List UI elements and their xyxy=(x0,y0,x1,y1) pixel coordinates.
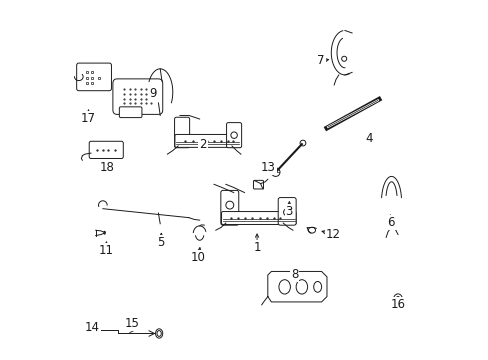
Ellipse shape xyxy=(313,282,321,292)
Circle shape xyxy=(271,168,280,176)
Circle shape xyxy=(225,201,233,209)
Text: 12: 12 xyxy=(325,228,340,241)
FancyBboxPatch shape xyxy=(221,190,238,225)
Text: 18: 18 xyxy=(100,161,115,174)
Text: 6: 6 xyxy=(386,216,394,229)
Text: 5: 5 xyxy=(157,236,164,249)
Text: 17: 17 xyxy=(81,112,96,125)
Ellipse shape xyxy=(278,280,290,294)
Text: 10: 10 xyxy=(191,251,205,264)
FancyBboxPatch shape xyxy=(119,107,142,118)
FancyBboxPatch shape xyxy=(77,63,111,91)
Text: 7: 7 xyxy=(317,54,325,67)
Text: 9: 9 xyxy=(149,87,157,100)
Text: 2: 2 xyxy=(199,138,206,150)
Circle shape xyxy=(341,56,346,61)
Ellipse shape xyxy=(296,280,307,294)
FancyBboxPatch shape xyxy=(253,180,263,189)
Circle shape xyxy=(300,140,305,146)
FancyBboxPatch shape xyxy=(89,141,123,158)
FancyBboxPatch shape xyxy=(175,134,240,147)
Text: 8: 8 xyxy=(290,268,298,281)
Polygon shape xyxy=(267,271,326,302)
FancyBboxPatch shape xyxy=(174,117,189,148)
Text: 11: 11 xyxy=(99,244,114,257)
Text: 4: 4 xyxy=(365,132,372,145)
Circle shape xyxy=(230,132,237,138)
Circle shape xyxy=(283,209,290,216)
Text: 13: 13 xyxy=(260,161,275,174)
FancyBboxPatch shape xyxy=(226,123,241,148)
Text: 1: 1 xyxy=(253,241,260,254)
FancyBboxPatch shape xyxy=(113,79,163,114)
Text: 14: 14 xyxy=(84,321,100,334)
Ellipse shape xyxy=(395,297,400,304)
FancyBboxPatch shape xyxy=(278,198,296,225)
FancyBboxPatch shape xyxy=(221,212,296,225)
Text: 15: 15 xyxy=(124,317,140,330)
Ellipse shape xyxy=(392,294,402,306)
Text: 3: 3 xyxy=(285,205,292,218)
Text: 16: 16 xyxy=(390,298,405,311)
